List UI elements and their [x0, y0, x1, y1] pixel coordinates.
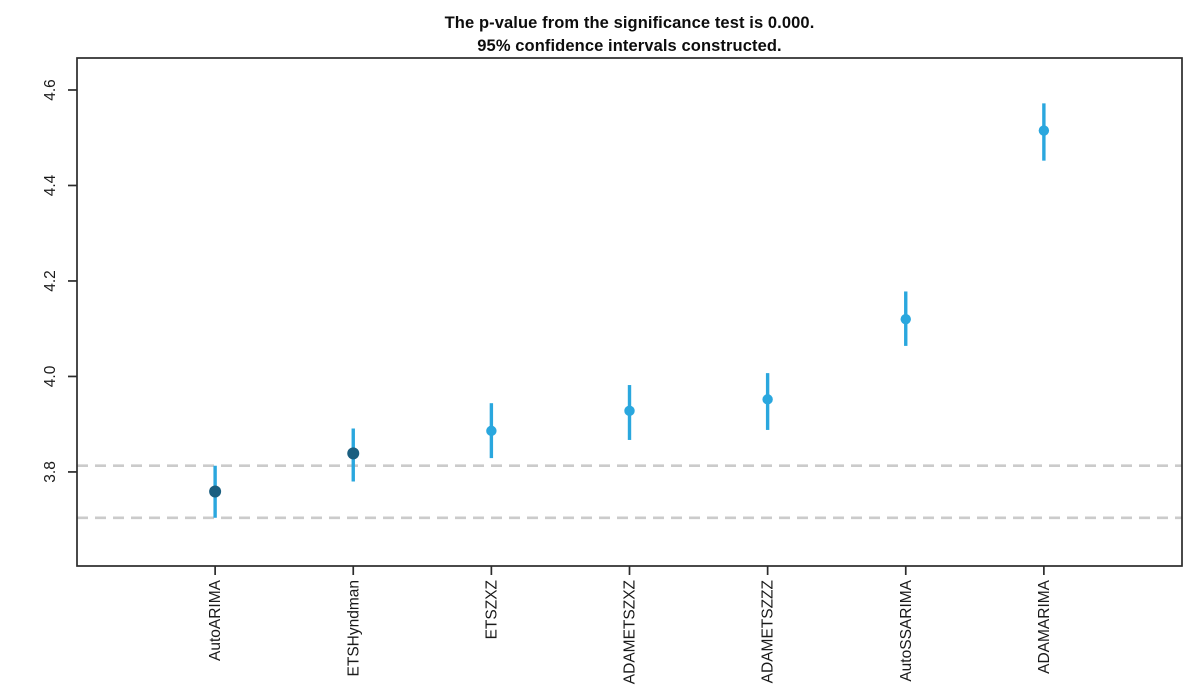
x-tick-label: ADAMARIMA	[1036, 579, 1053, 674]
y-tick-label: 4.6	[42, 79, 59, 101]
mean-point	[762, 394, 773, 405]
mean-point	[1038, 125, 1050, 136]
x-tick-label: AutoSSARIMA	[898, 579, 915, 681]
chart-title-line2: 95% confidence intervals constructed.	[477, 37, 782, 55]
mean-point	[209, 485, 222, 498]
mean-point	[624, 405, 635, 417]
mean-point	[900, 313, 911, 325]
x-tick-label: ETSZXZ	[483, 580, 500, 639]
y-tick-label: 3.8	[42, 461, 59, 483]
y-tick-label: 4.4	[42, 174, 59, 196]
x-tick-label: ADAMETSZXZ	[622, 580, 639, 684]
plot-box	[76, 57, 1183, 567]
x-tick-label: AutoARIMA	[207, 579, 224, 661]
x-tick-label: ADAMETSZZZ	[760, 580, 777, 683]
x-tick-label: ETSHyndman	[345, 580, 362, 676]
y-tick-label: 4.0	[42, 365, 59, 387]
y-tick-label: 4.2	[42, 270, 59, 292]
chart-title: The p-value from the significance test i…	[77, 12, 1182, 58]
mean-point	[347, 447, 360, 460]
chart-title-line1: The p-value from the significance test i…	[444, 14, 815, 32]
mean-point	[486, 425, 497, 437]
